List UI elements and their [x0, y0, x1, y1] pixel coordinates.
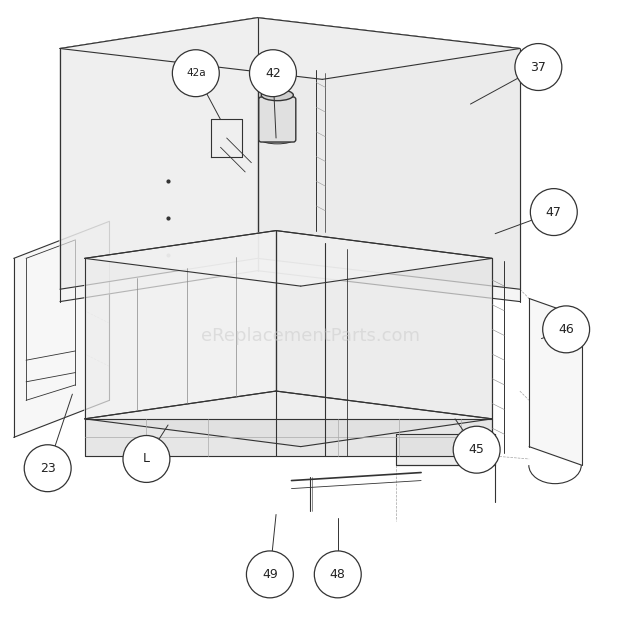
Text: 37: 37: [531, 60, 546, 74]
Polygon shape: [85, 231, 492, 286]
Polygon shape: [396, 434, 495, 465]
Polygon shape: [529, 299, 582, 465]
Polygon shape: [85, 231, 276, 419]
Text: eReplacementParts.com: eReplacementParts.com: [200, 327, 420, 344]
Text: 45: 45: [469, 443, 485, 456]
Polygon shape: [85, 391, 492, 446]
Text: L: L: [143, 453, 150, 465]
Circle shape: [24, 445, 71, 492]
Polygon shape: [276, 231, 492, 419]
Circle shape: [530, 189, 577, 235]
Circle shape: [453, 426, 500, 473]
Circle shape: [515, 44, 562, 91]
Polygon shape: [257, 18, 520, 302]
Text: 42a: 42a: [186, 68, 206, 78]
FancyBboxPatch shape: [259, 97, 296, 142]
Text: 48: 48: [330, 568, 346, 581]
Polygon shape: [14, 221, 109, 437]
Ellipse shape: [261, 89, 293, 101]
Polygon shape: [60, 18, 520, 79]
Polygon shape: [85, 419, 492, 456]
Text: 47: 47: [546, 205, 562, 219]
Circle shape: [542, 306, 590, 353]
Text: 23: 23: [40, 462, 56, 475]
Polygon shape: [60, 18, 257, 289]
Circle shape: [123, 436, 170, 482]
Ellipse shape: [261, 135, 293, 144]
Polygon shape: [257, 18, 520, 289]
Circle shape: [249, 49, 296, 96]
Circle shape: [314, 551, 361, 598]
Text: 49: 49: [262, 568, 278, 581]
Text: 42: 42: [265, 67, 281, 80]
Circle shape: [246, 551, 293, 598]
Text: 46: 46: [558, 323, 574, 336]
Circle shape: [172, 49, 219, 96]
Polygon shape: [60, 18, 257, 302]
